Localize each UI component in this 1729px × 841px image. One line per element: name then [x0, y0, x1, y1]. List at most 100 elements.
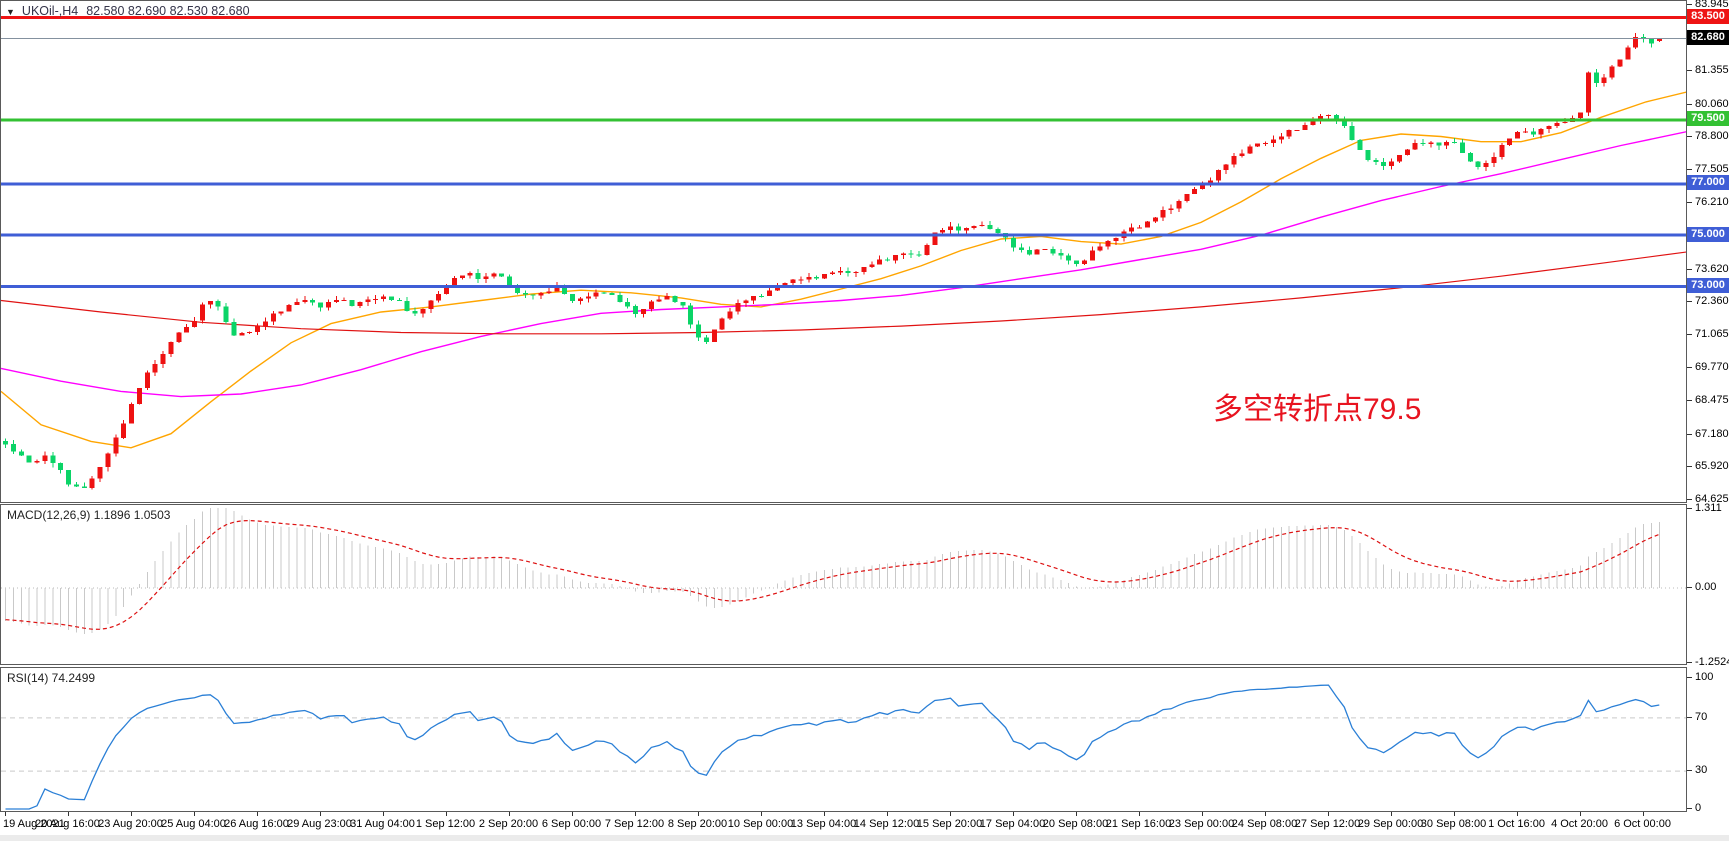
time-label: 26 Aug 16:00 [224, 818, 289, 830]
time-label: 29 Aug 23:00 [287, 818, 352, 830]
time-tick [193, 812, 195, 816]
price-tick-label: 80.060 [1687, 97, 1729, 110]
symbol-dropdown-icon[interactable]: ▼ [6, 7, 15, 17]
time-tick [67, 812, 69, 816]
price-chart-canvas[interactable] [1, 1, 1686, 502]
time-tick [1201, 812, 1203, 816]
time-label: 13 Sep 04:00 [790, 818, 857, 830]
time-tick [823, 812, 825, 816]
time-tick [4, 812, 6, 816]
time-tick [508, 812, 510, 816]
price-tick-label: 76.210 [1687, 196, 1729, 209]
time-tick [1012, 812, 1014, 816]
rsi-axis-label: 30 [1686, 764, 1708, 777]
time-tick [571, 812, 573, 816]
time-tick [1453, 812, 1455, 816]
ma-slow-line [1, 251, 1686, 335]
price-tick-label: 69.770 [1687, 361, 1729, 374]
time-tick [1264, 812, 1266, 816]
time-tick [634, 812, 636, 816]
price-tick-label: 73.620 [1687, 262, 1729, 275]
price-tick-label: 71.065 [1687, 327, 1729, 340]
time-tick [1138, 812, 1140, 816]
time-tick [886, 812, 888, 816]
rsi-panel[interactable]: RSI(14) 74.2499 [0, 667, 1687, 812]
macd-axis-label: 1.311 [1687, 501, 1722, 514]
time-tick [445, 812, 447, 816]
price-tick-label: 68.475 [1687, 394, 1729, 407]
price-badge-75.000: 75.000 [1687, 226, 1729, 242]
ma-fast-line [1, 91, 1686, 449]
price-badge-73.000: 73.000 [1687, 277, 1729, 293]
macd-axis: 1.311 0.00 -1.2524 [1686, 501, 1729, 668]
time-label: 23 Aug 20:00 [98, 818, 163, 830]
time-axis[interactable]: 19 Aug 2021 20 Aug 16:00 23 Aug 20:00 25 Au… [0, 812, 1729, 835]
window-bottom-strip [0, 835, 1729, 841]
symbol-timeframe-label: UKOil-,H4 [21, 4, 79, 18]
price-tick-label: 65.920 [1687, 459, 1729, 472]
time-label: 23 Sep 00:00 [1168, 818, 1235, 830]
time-tick [1075, 812, 1077, 816]
moving-averages-layer [1, 91, 1686, 449]
rsi-axis-label: 0 [1686, 802, 1702, 814]
macd-axis-label: 0.00 [1686, 581, 1717, 593]
price-badge-79.500: 79.500 [1687, 111, 1729, 127]
time-tick [1579, 812, 1581, 816]
time-tick [760, 812, 762, 816]
time-label: 24 Sep 08:00 [1231, 818, 1298, 830]
time-label: 6 Sep 00:00 [541, 818, 602, 830]
time-label: 31 Aug 04:00 [350, 818, 415, 830]
time-label: 30 Sep 08:00 [1420, 818, 1487, 830]
time-label: 7 Sep 12:00 [604, 818, 665, 830]
price-tick-label: 64.625 [1687, 492, 1729, 505]
price-chart-panel[interactable]: ▼ UKOil-,H4 82.580 82.690 82.530 82.680 多空… [0, 0, 1687, 503]
time-label: 25 Aug 04:00 [161, 818, 226, 830]
price-tick-label: 77.505 [1687, 162, 1729, 175]
macd-canvas[interactable] [1, 505, 1686, 664]
chart-annotation-text: 多空转折点79.5 [1213, 393, 1422, 426]
candles-layer [3, 33, 1662, 490]
price-tick-label: 81.355 [1687, 64, 1729, 77]
chart-title: ▼ UKOil-,H4 82.580 82.690 82.530 82.680 [6, 4, 250, 18]
time-label: 20 Sep 08:00 [1042, 818, 1109, 830]
price-badge-83.500: 83.500 [1687, 8, 1729, 24]
time-label: 4 Oct 20:00 [1551, 818, 1608, 830]
time-label: 6 Oct 00:00 [1614, 818, 1671, 830]
time-label: 2 Sep 20:00 [478, 818, 539, 830]
price-tick-label: 78.800 [1687, 129, 1729, 142]
ma-medium-line [1, 131, 1686, 398]
time-tick [1516, 812, 1518, 816]
price-tick-label: 72.360 [1687, 294, 1729, 307]
time-tick [949, 812, 951, 816]
time-tick [697, 812, 699, 816]
time-label: 17 Sep 04:00 [979, 818, 1046, 830]
macd-signal-line [5, 519, 1660, 630]
time-tick [1327, 812, 1329, 816]
macd-histogram [5, 508, 1660, 634]
time-tick [1390, 812, 1392, 816]
price-axis[interactable]: 83.945 81.355 80.060 78.800 77.505 76.210 73.6… [1687, 0, 1729, 505]
rsi-line [5, 684, 1660, 810]
rsi-label: RSI(14) 74.2499 [7, 671, 96, 685]
price-badge-77.000: 77.000 [1687, 175, 1729, 191]
rsi-axis-label: 70 [1686, 710, 1708, 723]
rsi-axis: 100 70 30 0 [1686, 667, 1729, 814]
macd-axis-label: -1.2524 [1686, 656, 1729, 668]
time-label: 8 Sep 20:00 [667, 818, 728, 830]
time-tick [382, 812, 384, 816]
price-badge-82.680: 82.680 [1687, 29, 1729, 45]
time-label: 27 Sep 12:00 [1294, 818, 1361, 830]
price-tick-label: 67.180 [1687, 427, 1729, 440]
time-tick [1642, 812, 1644, 816]
ohlc-readout: 82.580 82.690 82.530 82.680 [86, 4, 250, 18]
time-label: 10 Sep 00:00 [727, 818, 794, 830]
rsi-canvas[interactable] [1, 668, 1686, 811]
macd-panel[interactable]: MACD(12,26,9) 1.1896 1.0503 [0, 504, 1687, 665]
time-tick [319, 812, 321, 816]
macd-label: MACD(12,26,9) 1.1896 1.0503 [7, 508, 171, 522]
price-tick-label: 83.945 [1687, 0, 1729, 10]
time-label: 1 Oct 16:00 [1488, 818, 1545, 830]
time-label: 15 Sep 20:00 [916, 818, 983, 830]
rsi-axis-label: 100 [1686, 671, 1714, 683]
